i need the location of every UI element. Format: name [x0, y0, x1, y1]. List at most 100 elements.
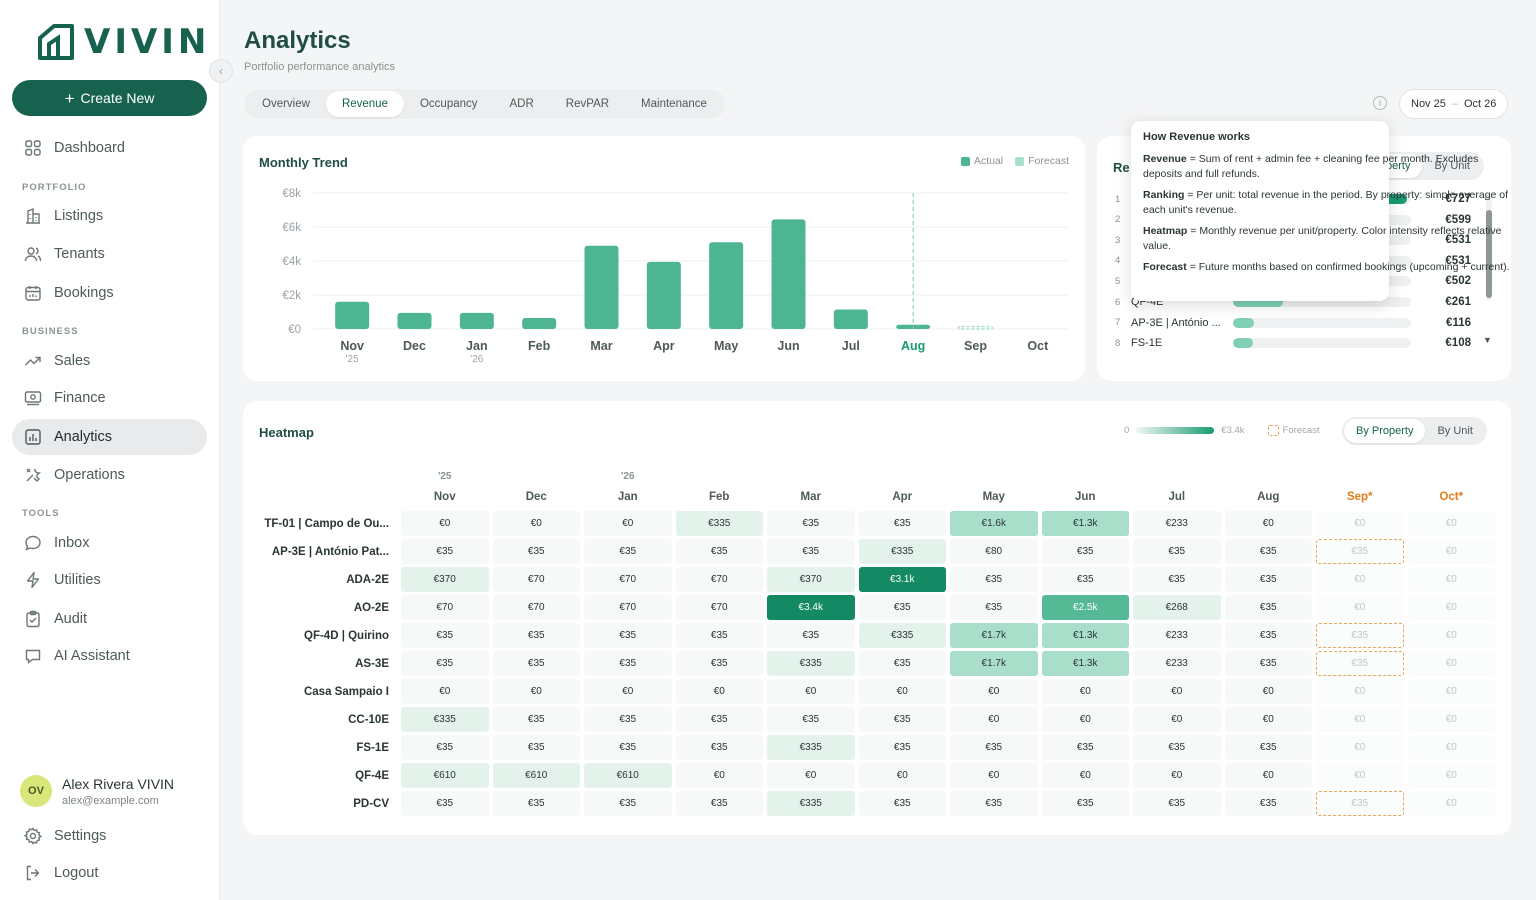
heatmap-cell[interactable]: €70: [492, 567, 580, 592]
heatmap-cell[interactable]: €0: [1407, 511, 1495, 536]
heatmap-cell[interactable]: €0: [492, 511, 580, 536]
heatmap-cell[interactable]: €370: [401, 567, 489, 592]
heatmap-cell[interactable]: €268: [1133, 595, 1221, 620]
chevron-down-icon[interactable]: ▼: [1483, 335, 1492, 345]
heatmap-cell[interactable]: €35: [767, 511, 855, 536]
sidebar-item-sales[interactable]: Sales: [12, 343, 207, 379]
heatmap-cell[interactable]: €35: [401, 539, 489, 564]
collapse-sidebar-button[interactable]: ‹: [209, 59, 233, 83]
heatmap-cell[interactable]: €35: [1224, 623, 1312, 648]
tab-maintenance[interactable]: Maintenance: [641, 98, 707, 110]
heatmap-cell[interactable]: €233: [1133, 651, 1221, 676]
heatmap-cell[interactable]: €35: [1224, 539, 1312, 564]
heatmap-cell[interactable]: €35: [401, 791, 489, 816]
heatmap-by-property[interactable]: By Property: [1344, 419, 1426, 443]
info-icon[interactable]: i: [1373, 96, 1387, 110]
heatmap-cell[interactable]: €35: [1041, 539, 1129, 564]
heatmap-cell[interactable]: €0: [1224, 679, 1312, 704]
heatmap-cell[interactable]: €335: [858, 539, 946, 564]
heatmap-cell[interactable]: €35: [675, 791, 763, 816]
heatmap-cell[interactable]: €0: [1407, 623, 1495, 648]
heatmap-cell[interactable]: €35: [1224, 595, 1312, 620]
heatmap-cell[interactable]: €0: [1041, 707, 1129, 732]
heatmap-cell[interactable]: €0: [1407, 763, 1495, 788]
heatmap-cell[interactable]: €0: [950, 679, 1038, 704]
tab-adr[interactable]: ADR: [509, 98, 534, 110]
heatmap-cell[interactable]: €35: [1224, 567, 1312, 592]
heatmap-cell[interactable]: €1.3k: [1041, 623, 1129, 648]
heatmap-cell[interactable]: €35: [1133, 735, 1221, 760]
sidebar-item-utilities[interactable]: Utilities: [12, 562, 207, 598]
heatmap-cell[interactable]: €0: [1407, 539, 1495, 564]
heatmap-cell[interactable]: €70: [675, 567, 763, 592]
heatmap-cell[interactable]: €70: [584, 595, 672, 620]
heatmap-cell[interactable]: €0: [767, 679, 855, 704]
heatmap-cell[interactable]: €35: [1316, 791, 1404, 816]
heatmap-cell[interactable]: €80: [950, 539, 1038, 564]
heatmap-cell[interactable]: €0: [1224, 511, 1312, 536]
heatmap-cell[interactable]: €35: [675, 735, 763, 760]
heatmap-cell[interactable]: €0: [1316, 567, 1404, 592]
tab-revpar[interactable]: RevPAR: [565, 98, 610, 110]
heatmap-cell[interactable]: €35: [1133, 539, 1221, 564]
heatmap-cell[interactable]: €0: [767, 763, 855, 788]
tab-revenue[interactable]: Revenue: [325, 91, 404, 117]
heatmap-cell[interactable]: €335: [401, 707, 489, 732]
sidebar-item-listings[interactable]: Listings: [12, 198, 207, 234]
heatmap-cell[interactable]: €35: [492, 707, 580, 732]
heatmap-cell[interactable]: €35: [584, 623, 672, 648]
heatmap-cell[interactable]: €610: [492, 763, 580, 788]
heatmap-cell[interactable]: €35: [1133, 791, 1221, 816]
sidebar-item-inbox[interactable]: Inbox: [12, 525, 207, 561]
heatmap-cell[interactable]: €35: [1041, 567, 1129, 592]
heatmap-cell[interactable]: €335: [767, 735, 855, 760]
sidebar-item-tenants[interactable]: Tenants: [12, 236, 207, 272]
heatmap-cell[interactable]: €35: [767, 707, 855, 732]
sidebar-item-analytics[interactable]: Analytics: [12, 419, 207, 455]
ranking-row[interactable]: 7 AP-3E | António ... €116: [1115, 313, 1495, 333]
heatmap-cell[interactable]: €0: [858, 763, 946, 788]
heatmap-cell[interactable]: €35: [492, 651, 580, 676]
heatmap-cell[interactable]: €70: [492, 595, 580, 620]
heatmap-cell[interactable]: €0: [1316, 595, 1404, 620]
heatmap-cell[interactable]: €35: [675, 651, 763, 676]
heatmap-cell[interactable]: €0: [1224, 763, 1312, 788]
heatmap-cell[interactable]: €70: [401, 595, 489, 620]
heatmap-cell[interactable]: €3.1k: [858, 567, 946, 592]
sidebar-item-ai-assistant[interactable]: AI Assistant: [12, 638, 207, 674]
heatmap-cell[interactable]: €0: [950, 763, 1038, 788]
sidebar-item-dashboard[interactable]: Dashboard: [12, 130, 207, 166]
heatmap-cell[interactable]: €35: [858, 651, 946, 676]
heatmap-cell[interactable]: €35: [584, 791, 672, 816]
heatmap-cell[interactable]: €2.5k: [1041, 595, 1129, 620]
heatmap-cell[interactable]: €35: [584, 735, 672, 760]
heatmap-cell[interactable]: €0: [1133, 679, 1221, 704]
heatmap-cell[interactable]: €35: [1224, 651, 1312, 676]
heatmap-cell[interactable]: €0: [401, 511, 489, 536]
heatmap-cell[interactable]: €35: [401, 651, 489, 676]
heatmap-cell[interactable]: €0: [1407, 567, 1495, 592]
heatmap-cell[interactable]: €0: [1407, 595, 1495, 620]
heatmap-cell[interactable]: €0: [1316, 735, 1404, 760]
sidebar-item-audit[interactable]: Audit: [12, 601, 207, 637]
heatmap-cell[interactable]: €0: [675, 679, 763, 704]
heatmap-cell[interactable]: €0: [401, 679, 489, 704]
heatmap-cell[interactable]: €0: [1407, 791, 1495, 816]
heatmap-cell[interactable]: €35: [1041, 791, 1129, 816]
heatmap-cell[interactable]: €0: [1407, 735, 1495, 760]
heatmap-cell[interactable]: €0: [1316, 679, 1404, 704]
heatmap-cell[interactable]: €35: [858, 735, 946, 760]
heatmap-cell[interactable]: €0: [1224, 707, 1312, 732]
heatmap-cell[interactable]: €0: [584, 679, 672, 704]
user-profile[interactable]: OV Alex Rivera VIVIN alex@example.com: [20, 775, 174, 807]
vivin-logo[interactable]: VIVIN: [36, 22, 210, 62]
heatmap-cell[interactable]: €35: [675, 707, 763, 732]
heatmap-cell[interactable]: €0: [492, 679, 580, 704]
heatmap-cell[interactable]: €335: [767, 651, 855, 676]
logout-link[interactable]: Logout: [12, 855, 207, 891]
heatmap-cell[interactable]: €1.7k: [950, 623, 1038, 648]
heatmap-cell[interactable]: €35: [584, 539, 672, 564]
heatmap-cell[interactable]: €0: [584, 511, 672, 536]
heatmap-cell[interactable]: €35: [401, 623, 489, 648]
heatmap-cell[interactable]: €0: [1133, 763, 1221, 788]
